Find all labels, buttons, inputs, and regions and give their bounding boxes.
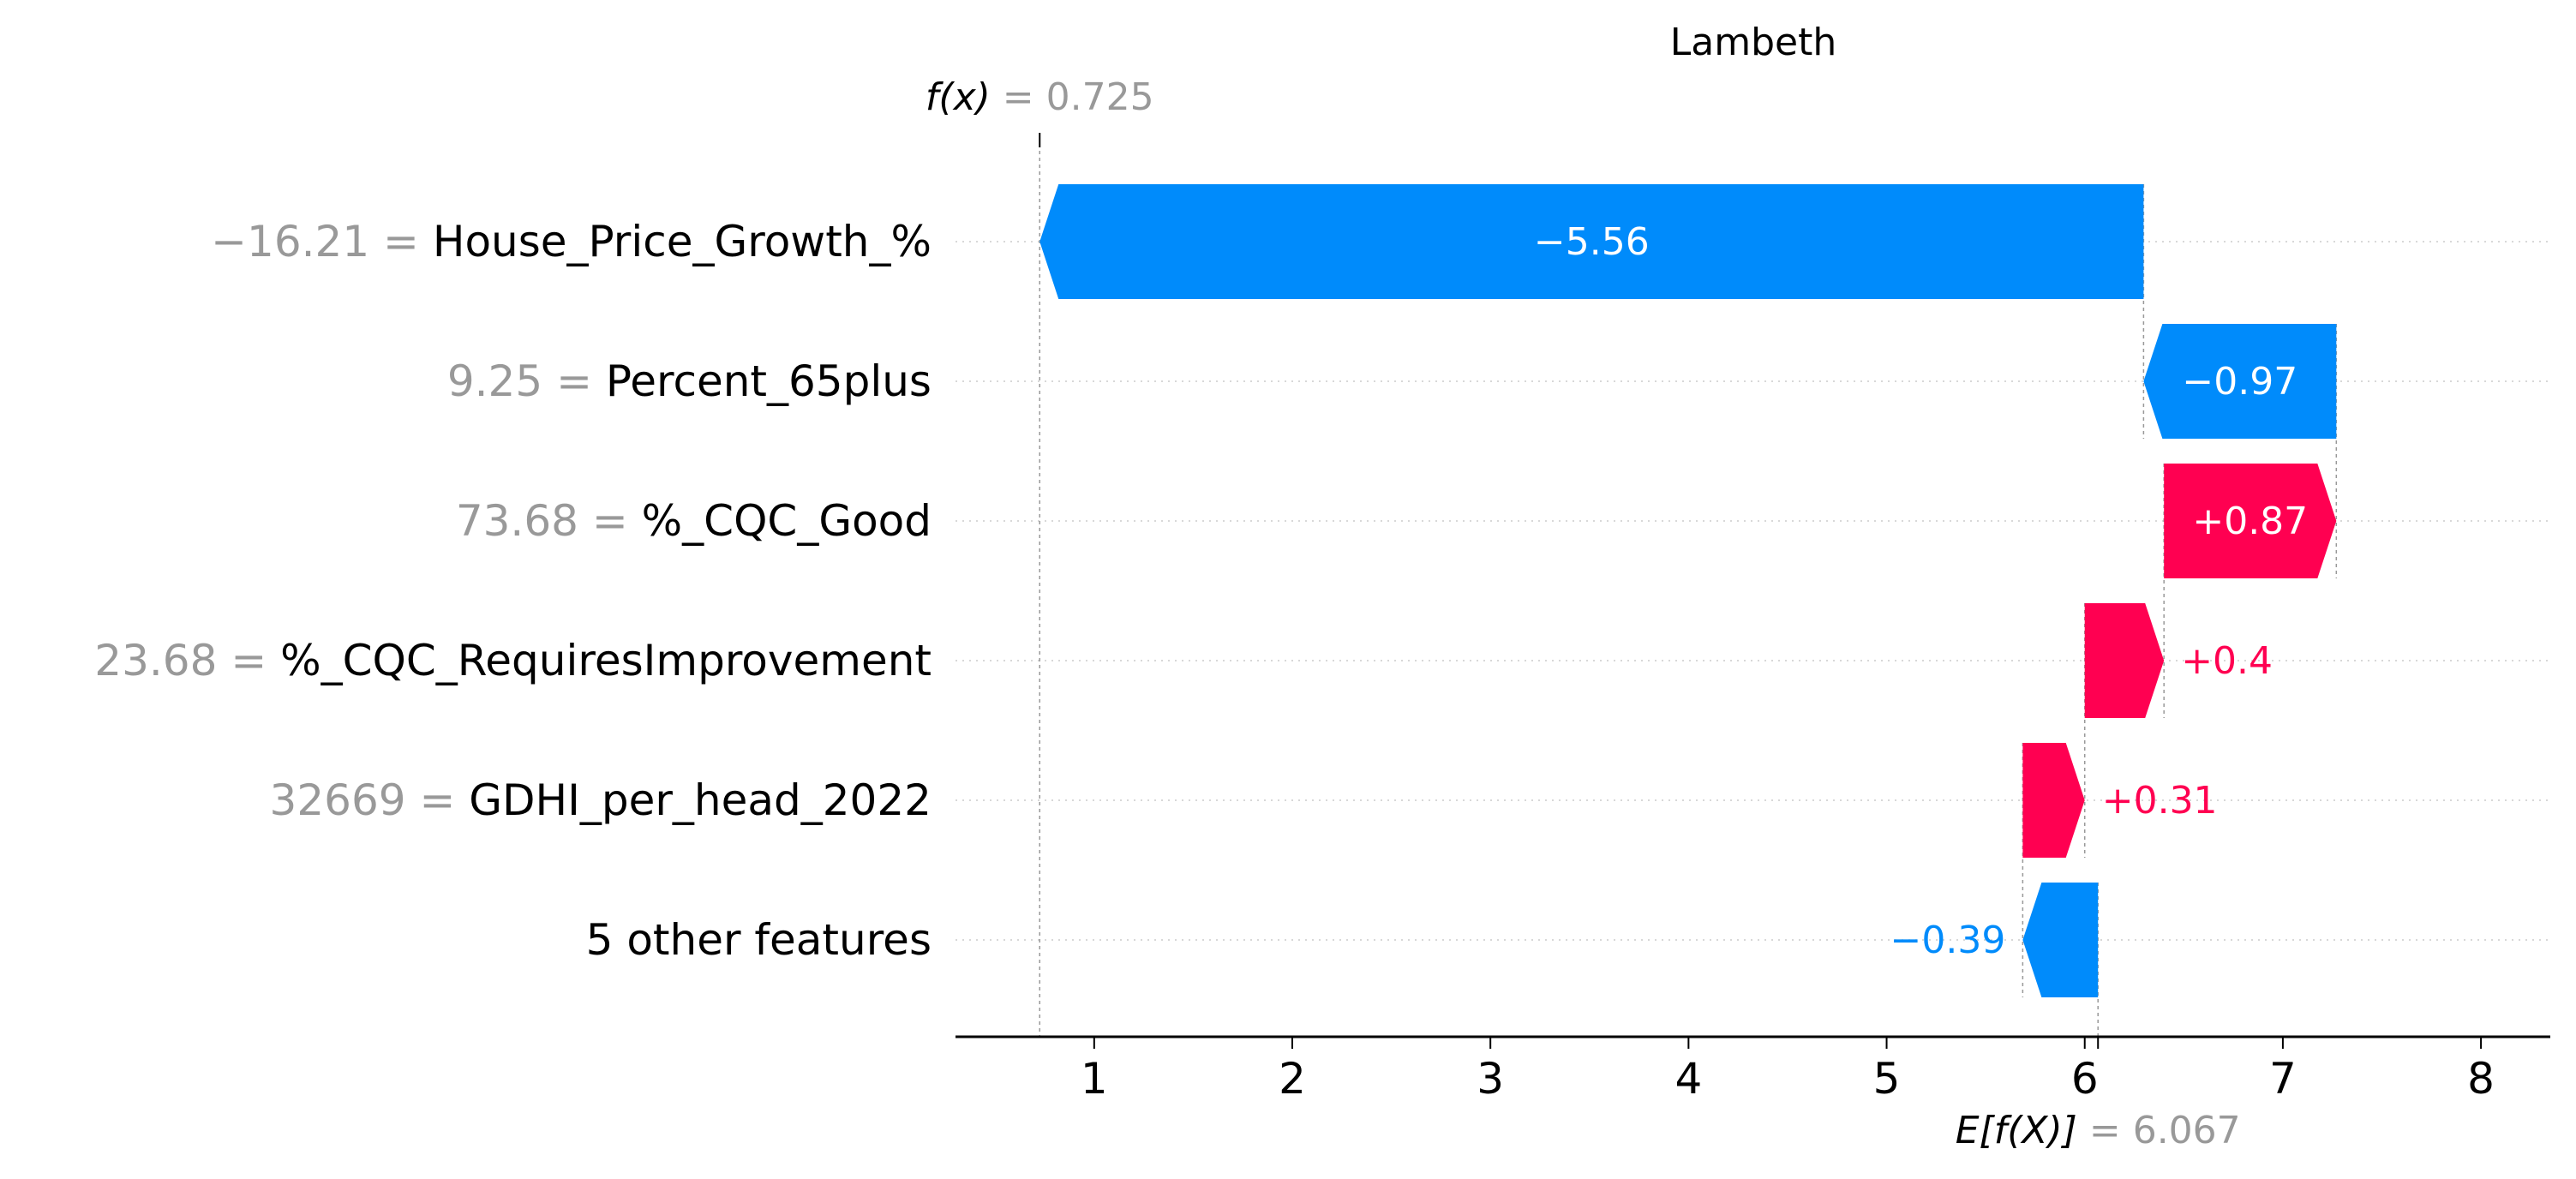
feature-value: 32669 = bbox=[270, 775, 470, 825]
base-label: E[f(X)] bbox=[1956, 1109, 2077, 1152]
bar-value-label: −5.56 bbox=[1534, 220, 1650, 264]
bar-5 bbox=[2022, 743, 2085, 858]
bar-2 bbox=[2143, 324, 2337, 439]
fx-annotation: f(x) = 0.725 bbox=[926, 75, 1154, 119]
x-tick-label: 8 bbox=[2467, 1054, 2495, 1104]
feature-label: 73.68 = %_CQC_Good bbox=[456, 496, 932, 546]
x-axis-ticks: 1 2 3 4 5 6 7 8 bbox=[1081, 1037, 2495, 1104]
x-tick-label: 5 bbox=[1873, 1054, 1901, 1104]
base-value-text: = 6.067 bbox=[2077, 1109, 2241, 1152]
feature-name: %_CQC_RequiresImprovement bbox=[280, 636, 932, 685]
bar-6 bbox=[2022, 883, 2099, 997]
feature-name: House_Price_Growth_% bbox=[433, 217, 932, 266]
feature-value: 23.68 = bbox=[94, 636, 280, 685]
fx-value-text: = 0.725 bbox=[991, 75, 1154, 119]
feature-name: 5 other features bbox=[586, 915, 932, 965]
base-annotation: E[f(X)] = 6.067 bbox=[1956, 1109, 2241, 1152]
bar-3 bbox=[2164, 464, 2337, 578]
fx-label: f(x) bbox=[926, 75, 991, 119]
feature-label: −16.21 = House_Price_Growth_% bbox=[211, 217, 932, 266]
feature-value: 73.68 = bbox=[456, 496, 642, 546]
bar-1 bbox=[1039, 184, 2144, 299]
feature-label: 32669 = GDHI_per_head_2022 bbox=[270, 775, 932, 825]
bar-value-label: +0.31 bbox=[2102, 779, 2218, 823]
feature-name: %_CQC_Good bbox=[642, 496, 932, 546]
feature-labels: −16.21 = House_Price_Growth_% 9.25 = Perc… bbox=[94, 217, 932, 965]
x-tick-label: 7 bbox=[2269, 1054, 2297, 1104]
chart-title: Lambeth bbox=[1670, 21, 1836, 64]
feature-value: −16.21 = bbox=[211, 217, 433, 266]
x-tick-label: 2 bbox=[1279, 1054, 1306, 1104]
x-tick-label: 4 bbox=[1674, 1054, 1702, 1104]
bar-value-label: −0.39 bbox=[1890, 919, 2006, 962]
feature-name: Percent_65plus bbox=[606, 356, 932, 406]
bar-4 bbox=[2084, 603, 2165, 718]
bar-value-label: +0.4 bbox=[2181, 639, 2273, 683]
feature-label: 23.68 = %_CQC_RequiresImprovement bbox=[94, 636, 932, 685]
feature-label: 9.25 = Percent_65plus bbox=[447, 356, 932, 406]
feature-name: GDHI_per_head_2022 bbox=[469, 775, 932, 825]
feature-label: 5 other features bbox=[586, 915, 932, 965]
x-tick-label: 6 bbox=[2071, 1054, 2099, 1104]
bars: −5.56 −0.97 +0.87 +0.4 +0.31 −0.39 bbox=[1039, 184, 2337, 997]
bar-value-label: −0.97 bbox=[2182, 360, 2297, 404]
x-tick-label: 1 bbox=[1081, 1054, 1108, 1104]
x-tick-label: 3 bbox=[1477, 1054, 1504, 1104]
feature-value: 9.25 = bbox=[447, 356, 606, 406]
bar-value-label: +0.87 bbox=[2192, 500, 2308, 543]
